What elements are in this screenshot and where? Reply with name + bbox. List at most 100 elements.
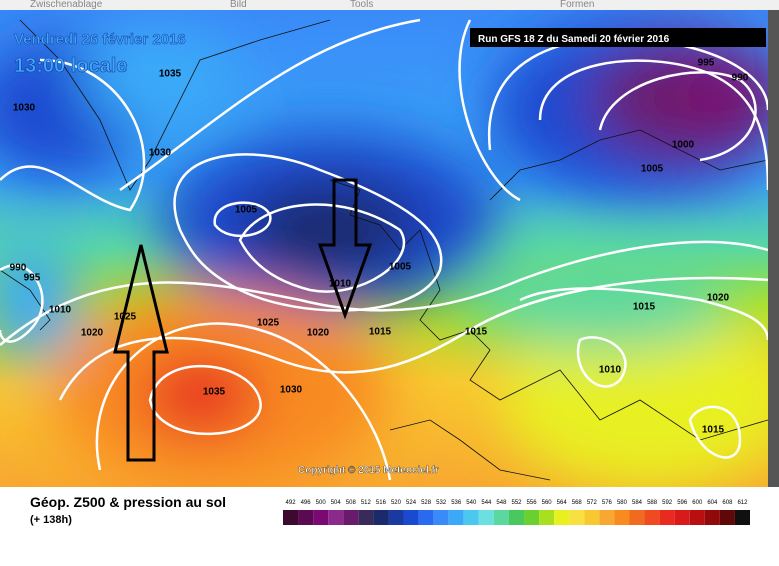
isobar-label: 1025 [257, 318, 280, 329]
isobar-label: 1030 [13, 103, 36, 114]
isobar-label: 1005 [389, 262, 412, 273]
isobar-label: 1030 [280, 385, 303, 396]
scale-label: 496 [301, 500, 312, 506]
scale-label: 552 [511, 500, 522, 506]
isobar-label: 1015 [465, 327, 488, 338]
isobar-label: 1015 [702, 425, 725, 436]
map: 1035103010301005100510109959901000100599… [0, 10, 768, 487]
color-swatch [599, 510, 615, 525]
isobar-label: 1005 [235, 205, 258, 216]
scale-label: 504 [331, 500, 342, 506]
scale-label: 580 [617, 500, 628, 506]
color-swatch [584, 510, 600, 525]
color-swatch [524, 510, 540, 525]
valid-date: Vendredi 26 février 2016 [14, 31, 186, 48]
run-banner [470, 28, 766, 47]
scale-label: 500 [316, 500, 327, 506]
color-swatch [719, 510, 735, 525]
height-field [0, 20, 768, 487]
scale-label: 572 [587, 500, 598, 506]
color-swatch [689, 510, 705, 525]
scale-label: 544 [481, 500, 492, 506]
color-swatch [644, 510, 660, 525]
color-swatch [478, 510, 494, 525]
isobars [0, 18, 768, 481]
scale-label: 564 [557, 500, 568, 506]
color-swatch [493, 510, 509, 525]
isobar-label: 995 [24, 273, 41, 284]
color-swatch [328, 510, 344, 525]
isobar-label: 1010 [599, 365, 622, 376]
color-swatch [463, 510, 479, 525]
toolbar [0, 0, 779, 10]
scale-label: 524 [406, 500, 417, 506]
color-swatch [433, 510, 449, 525]
scale-label: 608 [722, 500, 733, 506]
scale-label: 528 [421, 500, 432, 506]
color-swatch [539, 510, 555, 525]
scale-label: 604 [707, 500, 718, 506]
toolbar-label: Bild [230, 0, 247, 10]
scale-label: 588 [647, 500, 658, 506]
isobar-label: 990 [732, 73, 749, 84]
color-swatch [418, 510, 434, 525]
color-swatch [358, 510, 374, 525]
scale-label: 512 [361, 500, 372, 506]
color-swatch [343, 510, 359, 525]
isobar-label: 1000 [672, 140, 695, 151]
color-swatch [373, 510, 389, 525]
color-swatch [704, 510, 720, 525]
isobar-label: 1030 [149, 148, 172, 159]
toolbar-label: Formen [560, 0, 594, 10]
scale-label: 556 [527, 500, 538, 506]
isobar-label: 1025 [114, 312, 137, 323]
scale-label: 612 [737, 500, 748, 506]
isobar-label: 1020 [81, 328, 104, 339]
color-swatch [403, 510, 419, 525]
scale-label: 532 [436, 500, 447, 506]
isobar-label: 1010 [329, 279, 352, 290]
color-swatch [614, 510, 630, 525]
legend-title: Géop. Z500 & pression au sol [30, 494, 226, 510]
color-swatch [734, 510, 750, 525]
valid-time: 13:00 locale [14, 55, 127, 77]
scale-label: 560 [542, 500, 553, 506]
color-swatch [298, 510, 314, 525]
scale-label: 592 [662, 500, 673, 506]
color-swatch [659, 510, 675, 525]
isobar-label: 1035 [203, 387, 226, 398]
color-swatch [508, 510, 525, 525]
copyright: Copyright © 2015 Meteociel.fr [298, 465, 439, 476]
color-swatch [283, 510, 299, 525]
arrows [113, 178, 373, 462]
scale-label: 508 [346, 500, 357, 506]
scale-label: 548 [496, 500, 507, 506]
isobar-label: 1005 [641, 164, 664, 175]
color-swatch [313, 510, 329, 525]
color-swatch [554, 510, 570, 525]
scale-label: 536 [451, 500, 462, 506]
scale-label: 568 [572, 500, 583, 506]
color-swatch [569, 510, 585, 525]
scale-label: 492 [286, 500, 297, 506]
scale-label: 596 [677, 500, 688, 506]
toolbar-label: Zwischenablage [30, 0, 103, 10]
scale-label: 520 [391, 500, 402, 506]
scale-label: 516 [376, 500, 387, 506]
coastlines [0, 19, 768, 481]
isobar-label: 990 [10, 263, 27, 274]
isobar-label: 1010 [49, 305, 72, 316]
scale-label: 576 [602, 500, 613, 506]
isobar-label: 1020 [307, 328, 330, 339]
isobar-label: 995 [698, 58, 715, 69]
color-swatch [674, 510, 690, 525]
isobar-label: 1015 [369, 327, 392, 338]
color-swatch [448, 510, 464, 525]
toolbar-label: Tools [350, 0, 373, 10]
isobar-label: 1020 [707, 293, 730, 304]
run-info: Run GFS 18 Z du Samedi 20 février 2016 [478, 34, 670, 45]
scale-label: 540 [466, 500, 477, 506]
isobar-label: 1015 [633, 302, 656, 313]
lead-time: (+ 138h) [30, 514, 72, 526]
